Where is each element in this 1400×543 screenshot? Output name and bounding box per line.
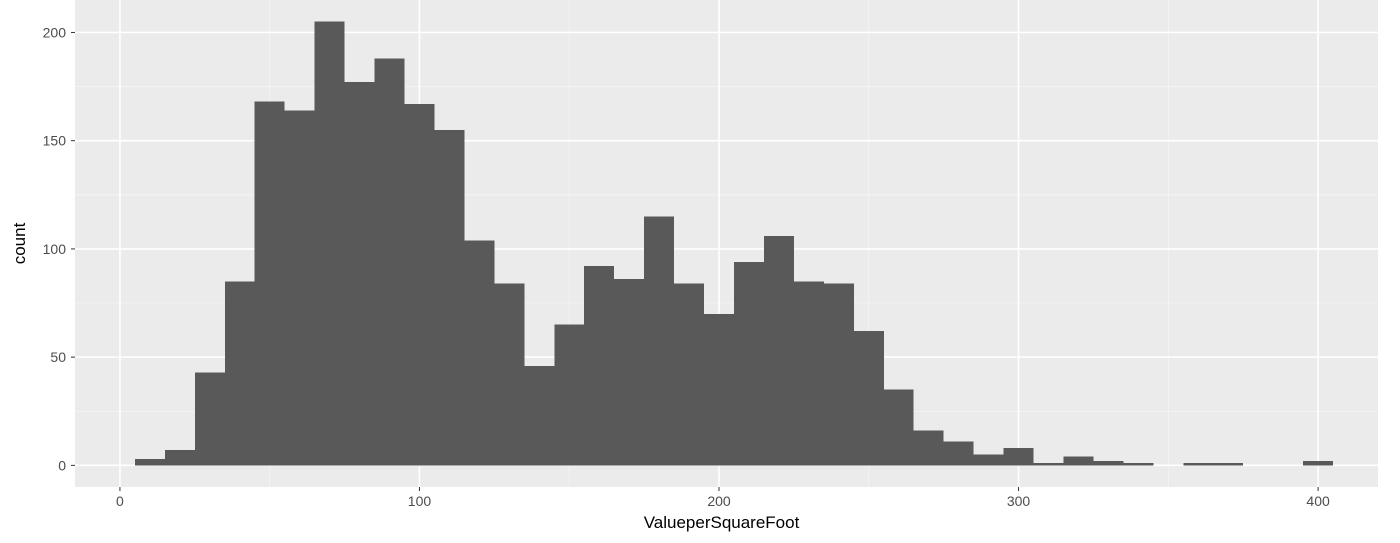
histogram-bar [1123, 463, 1154, 466]
histogram-bar [913, 430, 944, 466]
x-axis: 0 100 200 300 400 [116, 487, 1330, 509]
histogram-bar [733, 261, 764, 466]
histogram-bar [344, 82, 375, 466]
y-tick-label: 150 [43, 133, 67, 149]
y-tick-label: 50 [50, 349, 66, 365]
histogram-bar [644, 216, 675, 466]
histogram-bar [973, 454, 1004, 466]
histogram-bar [704, 313, 734, 466]
x-tick-label: 100 [408, 493, 432, 509]
histogram-bar [614, 279, 645, 466]
y-tick-label: 100 [43, 241, 67, 257]
histogram-bar [434, 129, 465, 466]
histogram-bar [284, 110, 315, 466]
histogram-bar [164, 450, 195, 466]
x-tick-label: 400 [1306, 493, 1330, 509]
histogram-bar [853, 331, 884, 466]
x-axis-title: ValueperSquareFoot [644, 513, 800, 532]
histogram-bar [883, 389, 914, 466]
histogram-bar [1183, 463, 1214, 466]
histogram-bar [254, 101, 285, 466]
histogram-bar [943, 441, 974, 466]
histogram-bar [1303, 461, 1334, 466]
histogram-bars [134, 21, 1334, 466]
histogram-bar [374, 58, 405, 466]
x-tick-label: 0 [116, 493, 124, 509]
y-axis: 0 50 100 150 200 [43, 24, 75, 473]
x-tick-label: 200 [707, 493, 731, 509]
histogram-bar [674, 283, 705, 466]
histogram-bar [134, 458, 165, 466]
histogram-bar [194, 372, 225, 466]
histogram-bar [1063, 456, 1094, 466]
histogram-bar [793, 281, 824, 466]
histogram-bar [1213, 463, 1244, 466]
y-axis-title: count [10, 222, 29, 264]
histogram-bar [554, 324, 585, 466]
histogram-bar [224, 281, 255, 466]
y-tick-label: 200 [43, 24, 67, 40]
histogram-bar [1093, 461, 1124, 466]
histogram-bar [404, 103, 435, 466]
y-tick-label: 0 [58, 457, 66, 473]
histogram-bar [763, 235, 794, 466]
histogram-bar [314, 21, 345, 466]
histogram-bar [1003, 448, 1034, 466]
histogram-bar [823, 283, 854, 466]
histogram-bar [524, 365, 555, 466]
histogram-bar [584, 266, 615, 466]
histogram-bar [464, 240, 495, 466]
histogram-bar [494, 283, 525, 466]
x-tick-label: 300 [1007, 493, 1031, 509]
histogram-bar [1033, 463, 1064, 466]
